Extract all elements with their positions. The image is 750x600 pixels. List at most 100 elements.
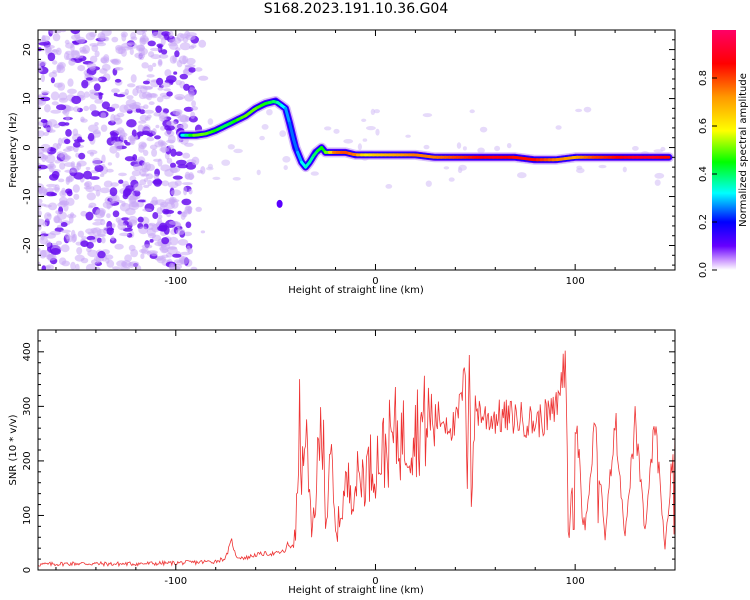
noise-blob [179,256,189,265]
noise-blob [92,157,102,167]
noise-blob [65,115,70,122]
noise-blob [41,90,50,95]
noise-blob [106,227,112,235]
noise-blob [136,265,142,270]
noise-blob [366,126,376,131]
noise-blob [38,210,42,217]
noise-blob [155,257,166,261]
noise-blob [166,213,171,218]
noise-blob [75,263,80,270]
noise-blob [38,248,41,252]
x-tick-label: 0 [372,576,378,587]
noise-blob [63,203,69,212]
noise-blob [183,231,193,237]
noise-blob [142,86,153,90]
noise-blob [425,180,432,187]
noise-blob [598,164,607,169]
noise-blob [152,62,157,67]
noise-blob [67,78,74,87]
noise-blob [114,243,124,250]
noise-blob [50,248,61,255]
x-tick-label: 100 [566,276,585,287]
noise-blob [154,135,161,140]
noise-blob [109,187,118,197]
noise-blob [58,121,67,127]
noise-blob [142,32,147,38]
noise-blob [575,108,583,113]
noise-blob [122,188,131,197]
noise-blob [39,249,47,259]
noise-blob [357,143,362,151]
noise-blob [71,50,81,60]
noise-blob [127,83,136,88]
noise-blob [40,119,48,123]
noise-blob [146,93,157,98]
noise-blob [89,176,100,180]
noise-blob [61,187,66,196]
noise-blob [152,128,157,135]
noise-blob [576,165,583,170]
noise-blob [153,173,159,180]
x-tick-label: 0 [372,276,378,287]
noise-blob [458,164,467,171]
noise-blob [119,232,130,237]
snr-y-axis-label: SNR (10 * v/v) [8,414,19,485]
y-tick-label: 200 [22,451,33,470]
noise-blob [115,217,123,223]
noise-blob [190,266,198,270]
noise-blob [110,132,118,140]
noise-blob [120,46,132,51]
noise-blob [115,44,123,51]
noise-blob [52,187,60,191]
noise-blob [147,40,156,47]
noise-blob [132,154,138,162]
noise-blob [139,35,149,45]
noise-blob [177,239,189,246]
noise-blob [310,171,319,176]
y-tick-label: -20 [22,237,33,253]
noise-blob [85,77,93,81]
noise-blob [198,39,207,48]
noise-blob [77,230,85,238]
noise-blob [168,236,179,246]
noise-blob [188,188,193,195]
noise-blob [184,64,196,68]
noise-blob [188,67,196,73]
noise-blob [494,145,501,152]
noise-blob [175,159,187,166]
noise-blob [147,233,157,239]
noise-blob [75,36,86,44]
noise-blob [121,201,126,207]
noise-blob [140,253,145,260]
noise-blob [112,266,120,270]
noise-blob [117,222,126,231]
noise-blob [157,158,163,167]
noise-blob [115,152,120,159]
noise-blob [156,77,164,86]
noise-blob [92,77,103,82]
noise-blob [76,162,82,168]
noise-blob [266,109,273,116]
noise-blob [182,152,191,159]
noise-blob [283,165,288,171]
noise-blob [126,42,137,46]
noise-blob [54,159,61,164]
noise-blob [282,156,291,163]
noise-blob [143,104,149,110]
noise-blob [115,94,126,98]
noise-blob [324,126,332,131]
noise-blob [94,218,104,222]
noise-blob [103,180,113,188]
noise-blob [191,156,200,166]
noise-blob [70,165,79,173]
noise-blob [167,246,178,256]
noise-blob [96,237,102,243]
noise-blob [182,182,193,186]
noise-blob [146,136,155,142]
noise-blob [232,177,241,181]
noise-blob [124,88,129,96]
noise-blob [179,251,191,256]
noise-blob [59,200,67,206]
x-tick-label: 100 [566,576,585,587]
noise-blob [57,82,66,91]
